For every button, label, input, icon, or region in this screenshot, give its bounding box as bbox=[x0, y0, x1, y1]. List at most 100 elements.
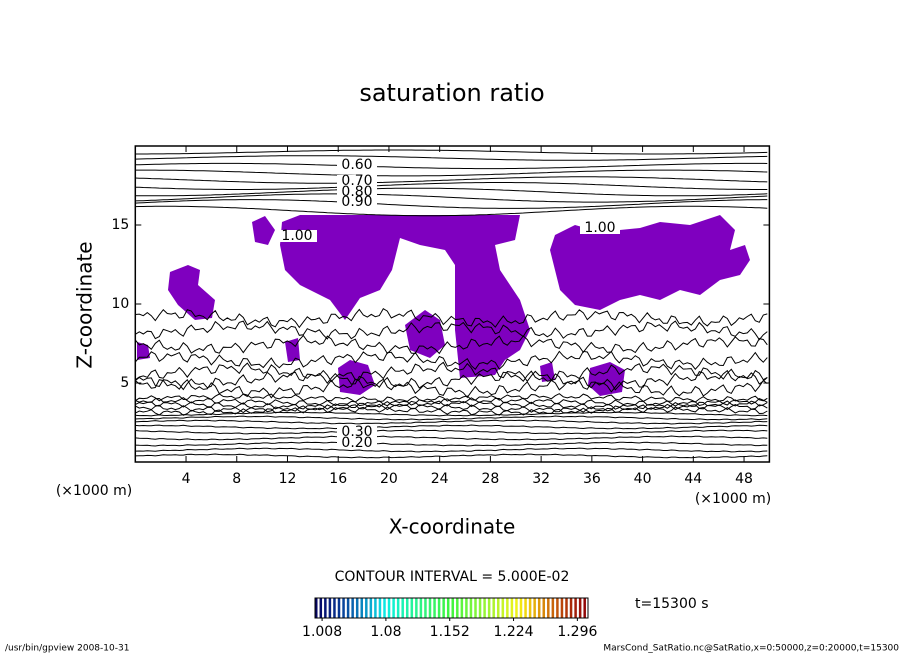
contour-line bbox=[135, 453, 768, 459]
x-tick-label: 4 bbox=[182, 471, 191, 487]
colorbar-stripe bbox=[410, 598, 414, 618]
contour-line bbox=[135, 162, 768, 170]
x-tick-label: 36 bbox=[583, 471, 601, 487]
colorbar-stripe bbox=[337, 598, 341, 618]
region bbox=[137, 342, 150, 360]
colorbar-stripe bbox=[392, 598, 395, 618]
colorbar-stripe bbox=[528, 598, 532, 618]
contour-line bbox=[135, 406, 768, 416]
colorbar-stripe bbox=[351, 598, 354, 618]
contour-line bbox=[135, 205, 768, 217]
colorbar-stripe bbox=[387, 598, 391, 618]
footer-left: /usr/bin/gpview 2008-10-31 bbox=[5, 644, 129, 654]
x-tick-label: 20 bbox=[380, 471, 398, 487]
region bbox=[550, 215, 750, 310]
region bbox=[252, 216, 275, 245]
colorbar-stripe bbox=[315, 598, 318, 618]
contour-lines bbox=[134, 149, 768, 459]
contour-line bbox=[135, 199, 768, 209]
y-unit: (×1000 m) bbox=[56, 483, 132, 499]
contour-label: 0.30 bbox=[341, 424, 372, 440]
contour-line bbox=[134, 378, 768, 399]
colorbar-stripe bbox=[383, 598, 386, 618]
contour-line bbox=[135, 447, 768, 453]
colorbar-stripe bbox=[565, 598, 568, 618]
contour-line bbox=[135, 424, 768, 430]
saturated-regions bbox=[137, 215, 750, 396]
contour-interval: CONTOUR INTERVAL = 5.000E-02 bbox=[335, 569, 570, 585]
contour-line bbox=[135, 361, 768, 383]
x-tick-label: 48 bbox=[735, 471, 753, 487]
region bbox=[338, 360, 375, 395]
contour-line bbox=[134, 369, 768, 391]
contour-label: 1.00 bbox=[584, 220, 615, 236]
y-axis-label: Z-coordinate bbox=[73, 241, 97, 368]
contour-line bbox=[135, 419, 768, 425]
colorbar-stripe bbox=[547, 598, 550, 618]
colorbar-stripe bbox=[365, 598, 368, 618]
colorbar-tick-label: 1.224 bbox=[493, 624, 533, 640]
contour-line bbox=[135, 193, 768, 203]
label-bg bbox=[337, 437, 377, 449]
label-bg bbox=[337, 426, 377, 438]
region bbox=[405, 310, 445, 358]
x-tick-label: 32 bbox=[532, 471, 550, 487]
contour-line bbox=[135, 149, 768, 155]
x-tick-label: 44 bbox=[684, 471, 702, 487]
colorbar-stripe bbox=[460, 598, 464, 618]
contour-line bbox=[135, 308, 768, 329]
colorbar-stripe bbox=[478, 598, 482, 618]
colorbar-stripe bbox=[497, 598, 500, 618]
colorbar-stripe bbox=[583, 598, 586, 618]
contour-line bbox=[134, 350, 768, 370]
contour-line bbox=[135, 411, 768, 417]
label-bg bbox=[337, 175, 377, 187]
colorbar-stripe bbox=[574, 598, 577, 618]
colorbar-stripe bbox=[501, 598, 505, 618]
contour-line bbox=[134, 334, 768, 355]
colorbar-stripe bbox=[360, 598, 364, 618]
colorbar-stripe bbox=[469, 598, 473, 618]
colorbar-stripe bbox=[396, 598, 400, 618]
colorbar-stripe bbox=[551, 598, 555, 618]
contour-label: 0.20 bbox=[341, 435, 372, 451]
contour-line bbox=[135, 393, 768, 403]
plot-frame bbox=[134, 145, 771, 463]
colorbar-stripe bbox=[519, 598, 523, 618]
chart-title: saturation ratio bbox=[359, 79, 544, 107]
colorbar-stripe bbox=[406, 598, 409, 618]
contour-label: 0.90 bbox=[341, 194, 372, 210]
contour-line bbox=[135, 396, 768, 407]
contour-line bbox=[135, 435, 768, 441]
contour-line bbox=[135, 169, 768, 177]
colorbar-stripe bbox=[556, 598, 559, 618]
colorbar-stripe bbox=[333, 598, 336, 618]
colorbar-stripe bbox=[537, 598, 541, 618]
colorbar-stripe bbox=[465, 598, 468, 618]
x-tick-label: 12 bbox=[279, 471, 297, 487]
colorbar-stripe bbox=[483, 598, 486, 618]
x-axis-label: X-coordinate bbox=[389, 515, 516, 539]
x-tick-label: 28 bbox=[481, 471, 499, 487]
colorbar-tick-label: 1.296 bbox=[557, 624, 597, 640]
contour-line bbox=[135, 415, 768, 421]
x-tick-label: 8 bbox=[232, 471, 241, 487]
colorbar-stripe bbox=[456, 598, 459, 618]
x-tick-label: 24 bbox=[431, 471, 449, 487]
region bbox=[540, 362, 555, 382]
region bbox=[280, 215, 530, 378]
colorbar-stripe bbox=[578, 598, 582, 618]
colorbar-stripe bbox=[428, 598, 432, 618]
colorbar-stripe bbox=[433, 598, 436, 618]
colorbar-stripe bbox=[451, 598, 455, 618]
colorbar-stripe bbox=[437, 598, 441, 618]
colorbar-stripe bbox=[328, 598, 332, 618]
region bbox=[588, 362, 625, 396]
colorbar-stripe bbox=[401, 598, 404, 618]
label-bg bbox=[580, 222, 620, 234]
colorbar-stripe bbox=[569, 598, 573, 618]
colorbar-stripe bbox=[533, 598, 536, 618]
colorbar-stripe bbox=[346, 598, 350, 618]
time-label: t=15300 s bbox=[635, 596, 709, 612]
colorbar-stripe bbox=[419, 598, 423, 618]
